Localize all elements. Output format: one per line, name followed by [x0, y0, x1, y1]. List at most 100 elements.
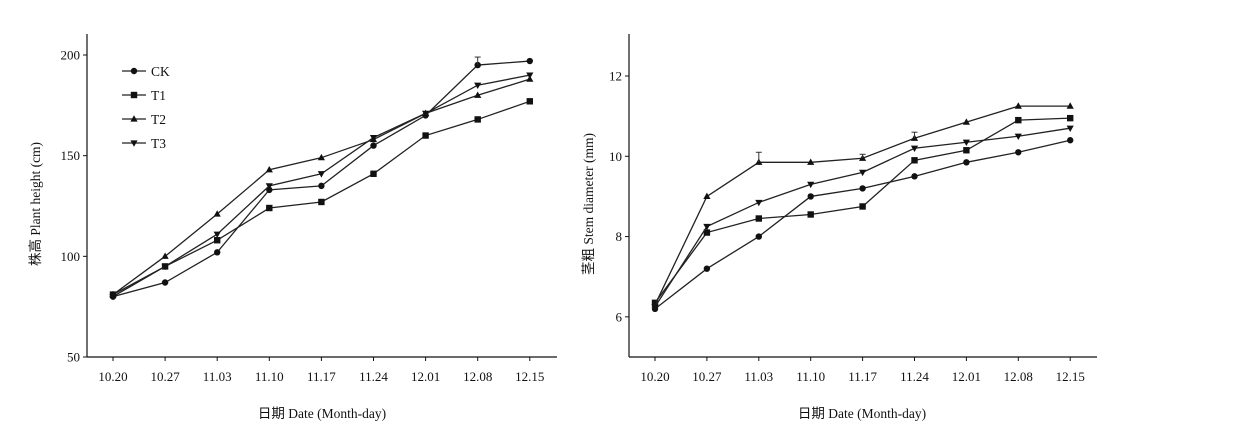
left-x-tick-label: 10.27	[150, 369, 180, 384]
left-point-t1	[318, 198, 325, 206]
left-point-t3	[265, 183, 273, 190]
right-y-tick-label: 6	[616, 309, 623, 324]
chart-right: 6 8 10 12 10.20 10.27 11.03 11.10 11.17 11.24 12.…	[581, 34, 1097, 421]
left-y-axis-title: 株高 Plant height (cm)	[27, 142, 43, 266]
left-x-ticks: 10.20 10.27 11.03 11.10 11.17 11.24 12.01 12.08…	[98, 357, 544, 384]
right-point-t1	[1067, 114, 1074, 122]
left-series-group	[109, 56, 534, 301]
right-point-t3	[1014, 133, 1022, 141]
left-x-tick-label: 10.20	[98, 369, 127, 384]
right-point-ck	[1015, 149, 1022, 156]
legend-label: T3	[151, 136, 166, 151]
left-x-tick-label: 12.08	[463, 369, 492, 384]
left-point-t1	[266, 204, 273, 212]
right-point-t3	[651, 304, 659, 311]
right-point-t3	[859, 169, 867, 177]
right-x-tick-label: 12.08	[1004, 369, 1033, 384]
left-point-t2	[474, 91, 482, 98]
right-point-t1	[703, 229, 711, 236]
legend-marker	[130, 115, 138, 122]
legend-item-ck: CK	[122, 64, 170, 79]
right-point-t2	[807, 158, 815, 165]
left-point-t3	[422, 110, 430, 118]
left-x-axis-title: 日期 Date (Month-day)	[258, 406, 386, 421]
left-series-ck	[109, 57, 533, 300]
right-point-t1	[859, 203, 866, 210]
right-point-ck	[963, 159, 970, 166]
right-point-t3	[807, 181, 815, 189]
right-y-tick-label: 8	[616, 229, 623, 244]
right-line-t1	[654, 117, 1071, 304]
right-point-t1	[1015, 116, 1022, 124]
left-y-tick-label: 200	[61, 48, 81, 63]
left-point-ck	[161, 279, 169, 286]
right-point-t3	[910, 145, 919, 153]
right-x-tick-label: 12.15	[1056, 369, 1085, 384]
right-point-t3	[755, 199, 763, 207]
left-point-t3	[526, 72, 534, 79]
left-x-tick-label: 11.10	[255, 369, 284, 384]
legend-label: T1	[151, 88, 166, 103]
chart-left: 50 100 150 200 10.20 10.27 11.03 11.10 11.17 11.…	[27, 34, 557, 421]
right-point-t3	[703, 223, 711, 231]
right-x-tick-label: 10.20	[640, 369, 669, 384]
left-point-ck	[266, 186, 273, 194]
right-x-tick-label: 11.10	[796, 369, 825, 384]
left-point-ck	[214, 249, 221, 256]
legend-item-t2: T2	[122, 112, 166, 127]
left-series-t1	[109, 98, 533, 298]
left-series-t2	[109, 75, 534, 298]
right-point-t1	[911, 157, 918, 164]
left-x-tick-label: 12.15	[515, 369, 544, 384]
left-y-tick-label: 100	[61, 249, 81, 264]
legend-marker	[130, 67, 138, 75]
right-point-t2	[1066, 102, 1074, 109]
right-y-tick-label: 12	[609, 69, 622, 84]
left-x-tick-label: 11.24	[359, 369, 388, 384]
left-point-t1	[214, 237, 221, 244]
legend-item-t3: T3	[122, 136, 166, 151]
right-point-t1	[807, 211, 814, 218]
left-point-t3	[213, 231, 221, 238]
left-point-t1	[474, 116, 481, 123]
right-y-ticks: 6 8 10 12	[609, 69, 629, 324]
left-y-tick-label: 50	[67, 350, 80, 365]
left-point-t2	[161, 252, 169, 259]
right-y-axis-title: 茎粗 Stem diameter (mm)	[581, 133, 596, 275]
right-point-t1	[755, 215, 762, 222]
right-point-ck	[911, 173, 918, 180]
right-point-t1	[963, 147, 970, 154]
left-line-t1	[112, 100, 531, 296]
right-x-tick-label: 10.27	[692, 369, 722, 384]
right-point-t3	[962, 139, 970, 147]
legend-marker	[130, 140, 138, 147]
left-y-tick-label: 150	[61, 148, 81, 163]
left-x-tick-label: 11.17	[307, 369, 336, 384]
legend-label: T2	[151, 112, 166, 127]
right-series-ck	[651, 137, 1074, 313]
right-series-group	[651, 102, 1074, 313]
right-point-t3	[1066, 125, 1074, 132]
left-x-tick-label: 11.03	[203, 369, 232, 384]
right-y-tick-label: 10	[609, 149, 622, 164]
right-series-t1	[651, 114, 1074, 307]
left-point-t2	[317, 153, 325, 161]
left-x-tick-label: 12.01	[411, 369, 440, 384]
left-point-t1	[422, 132, 429, 139]
right-point-ck	[807, 193, 814, 200]
right-series-t3	[651, 125, 1074, 311]
right-point-t2	[703, 192, 711, 200]
left-y-ticks: 50 100 150 200	[61, 48, 87, 365]
left-point-t3	[109, 294, 117, 301]
legend-label: CK	[151, 64, 170, 79]
right-line-ck	[654, 139, 1071, 310]
left-point-t2	[213, 210, 221, 217]
right-point-ck	[859, 185, 866, 192]
left-point-ck	[318, 182, 325, 190]
right-point-t2	[1014, 102, 1022, 109]
legend-item-t1: T1	[122, 88, 166, 103]
right-x-ticks: 10.20 10.27 11.03 11.10 11.17 11.24 12.01 12.08…	[640, 357, 1085, 384]
legend: CK T1 T2 T3	[122, 64, 170, 151]
left-point-ck	[526, 57, 533, 65]
